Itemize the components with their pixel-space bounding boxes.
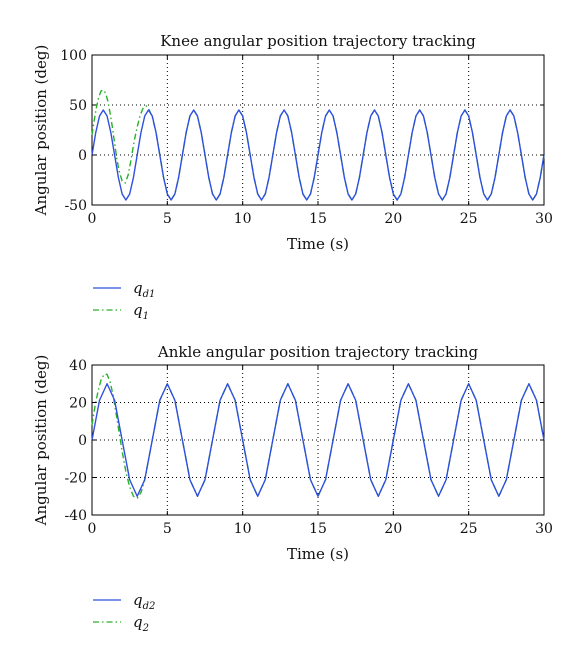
x-tick-label: 10 bbox=[234, 521, 252, 537]
y-tick-label: 0 bbox=[78, 433, 87, 449]
legend-item: qd2 bbox=[93, 591, 155, 612]
series-line-q-d1 bbox=[91, 109, 545, 201]
y-tick-label: 50 bbox=[69, 98, 87, 114]
y-tick-label: -50 bbox=[64, 198, 87, 214]
y-tick-label: -40 bbox=[64, 508, 87, 524]
x-tick-label: 30 bbox=[535, 521, 553, 537]
y-axis-label: Angular position (deg) bbox=[32, 355, 50, 527]
x-tick-label: 30 bbox=[535, 211, 553, 227]
legend-item: q1 bbox=[93, 301, 149, 322]
legend: qd1 q1 bbox=[93, 279, 155, 322]
legend-item: qd1 bbox=[93, 279, 155, 300]
series-group bbox=[91, 89, 545, 201]
y-axis-label: Angular position (deg) bbox=[32, 45, 50, 217]
legend-label: qd2 bbox=[133, 591, 155, 612]
x-tick-label: 15 bbox=[309, 521, 327, 537]
tick-group: 0 5 10 15 20 25 30 -40 -20 0 20 40 bbox=[64, 358, 552, 537]
x-tick-label: 20 bbox=[384, 211, 402, 227]
legend-item: q2 bbox=[93, 613, 149, 634]
x-tick-label: 25 bbox=[460, 211, 478, 227]
y-tick-label: 20 bbox=[69, 396, 87, 412]
x-tick-label: 10 bbox=[234, 211, 252, 227]
chart-title: Ankle angular position trajectory tracki… bbox=[157, 343, 479, 361]
x-tick-label: 0 bbox=[88, 211, 97, 227]
x-tick-label: 25 bbox=[460, 521, 478, 537]
series-line-q-2 bbox=[91, 373, 545, 499]
x-tick-label: 20 bbox=[384, 521, 402, 537]
y-tick-label: 40 bbox=[69, 358, 87, 374]
x-tick-label: 5 bbox=[163, 211, 172, 227]
series-group bbox=[91, 373, 545, 499]
legend: qd2 q2 bbox=[93, 591, 155, 634]
x-axis-label: Time (s) bbox=[287, 545, 349, 563]
ankle-chart: Ankle angular position trajectory tracki… bbox=[32, 343, 553, 634]
legend-label: q1 bbox=[133, 301, 149, 322]
legend-label: qd1 bbox=[133, 279, 155, 300]
y-tick-label: -20 bbox=[64, 471, 87, 487]
series-line-q-d2 bbox=[91, 383, 545, 497]
y-tick-label: 0 bbox=[78, 148, 87, 164]
y-tick-label: 100 bbox=[60, 48, 87, 64]
x-tick-label: 0 bbox=[88, 521, 97, 537]
legend-label: q2 bbox=[133, 613, 149, 634]
plot-frame bbox=[91, 54, 545, 206]
knee-chart: Knee angular position trajectory trackin… bbox=[32, 32, 553, 322]
x-tick-label: 15 bbox=[309, 211, 327, 227]
grid-lines bbox=[92, 365, 544, 515]
grid-lines bbox=[92, 55, 544, 205]
chart-title: Knee angular position trajectory trackin… bbox=[160, 32, 476, 50]
x-tick-label: 5 bbox=[163, 521, 172, 537]
x-axis-label: Time (s) bbox=[287, 235, 349, 253]
